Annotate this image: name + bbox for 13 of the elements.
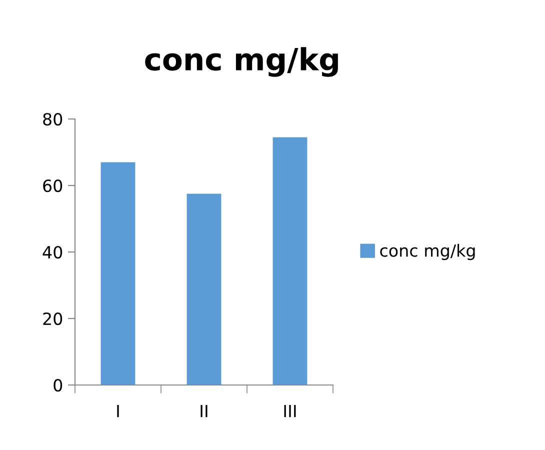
x-tick-label: II bbox=[200, 404, 208, 418]
x-tick-label: III bbox=[284, 404, 296, 418]
chart-title: conc mg/kg bbox=[145, 47, 338, 77]
bar bbox=[272, 137, 308, 385]
y-tick-label: 0 bbox=[54, 378, 62, 392]
bar bbox=[100, 162, 136, 385]
y-tick-label: 60 bbox=[43, 179, 62, 192]
legend-label: conc mg/kg bbox=[380, 244, 475, 260]
bar bbox=[186, 194, 222, 385]
y-tick-label: 20 bbox=[43, 312, 62, 326]
x-tick-label: I bbox=[117, 404, 119, 418]
y-tick-label: 80 bbox=[43, 112, 62, 126]
y-tick-label: 40 bbox=[42, 246, 62, 259]
